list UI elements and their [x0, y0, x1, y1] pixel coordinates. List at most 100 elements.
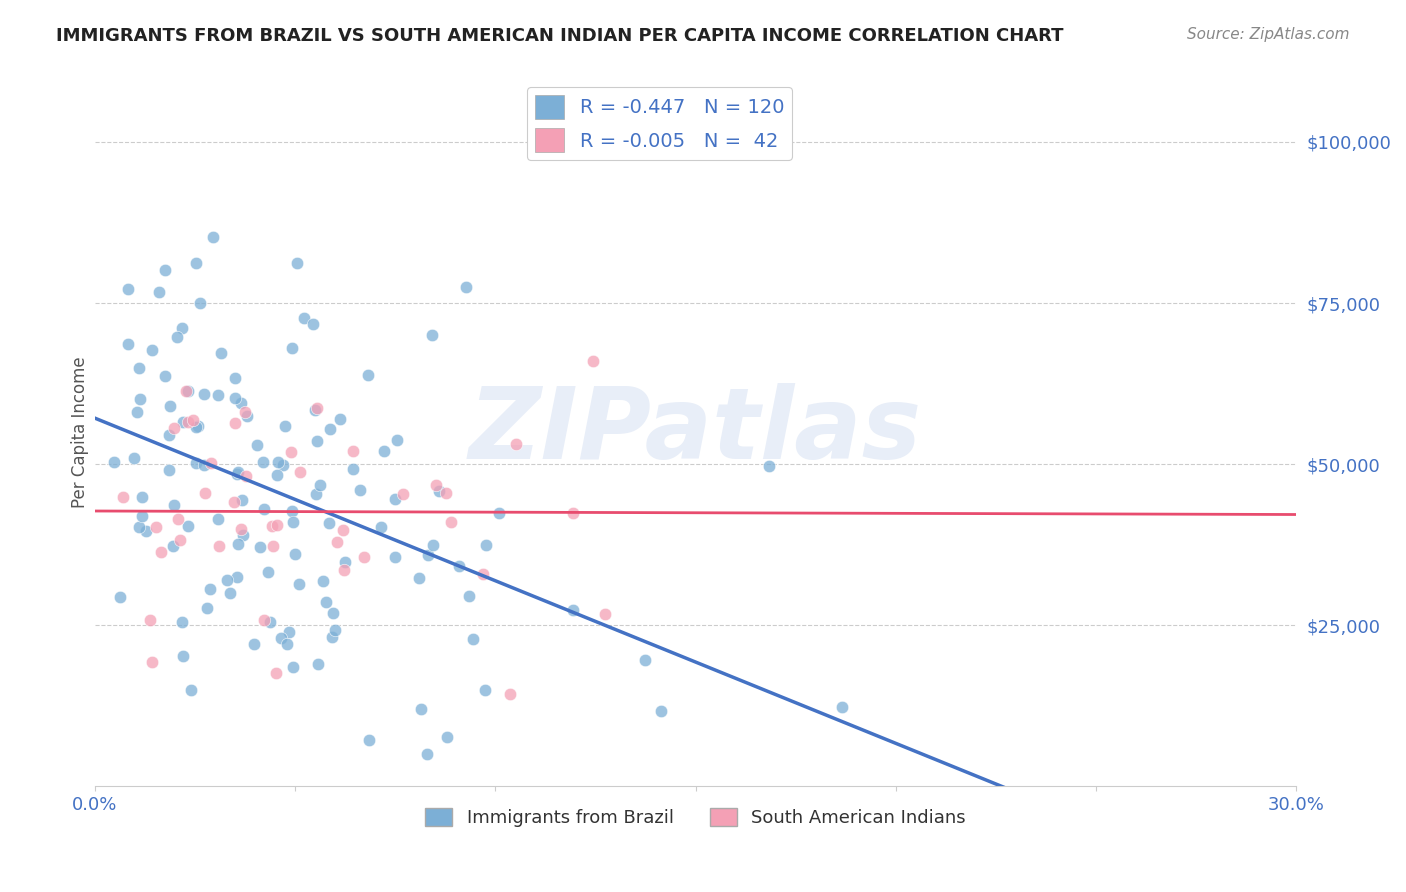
Point: [276, 637, 298, 651]
Point: [186, 420, 208, 434]
Point: [246, 438, 269, 452]
Point: [112, 490, 135, 504]
Point: [200, 456, 222, 470]
Point: [408, 571, 430, 585]
Point: [224, 391, 246, 405]
Point: [122, 450, 145, 465]
Point: [758, 459, 780, 474]
Point: [207, 512, 229, 526]
Point: [315, 595, 337, 609]
Point: [264, 665, 287, 680]
Point: [333, 555, 356, 569]
Point: [307, 434, 329, 449]
Point: [301, 317, 323, 331]
Point: [148, 285, 170, 299]
Point: [422, 328, 444, 343]
Point: [271, 458, 294, 472]
Point: [304, 402, 326, 417]
Point: [634, 653, 657, 667]
Point: [243, 637, 266, 651]
Point: [373, 443, 395, 458]
Point: [236, 409, 259, 423]
Point: [499, 687, 522, 701]
Point: [280, 445, 302, 459]
Point: [128, 361, 150, 376]
Point: [163, 499, 186, 513]
Point: [209, 346, 232, 360]
Point: [593, 607, 616, 621]
Point: [174, 384, 197, 398]
Point: [232, 528, 254, 542]
Point: [326, 535, 349, 549]
Point: [488, 506, 510, 520]
Point: [226, 467, 249, 482]
Point: [262, 519, 284, 533]
Point: [224, 371, 246, 385]
Point: [222, 495, 245, 509]
Point: [267, 455, 290, 469]
Point: [157, 428, 180, 442]
Point: [176, 415, 198, 429]
Point: [561, 506, 583, 520]
Point: [193, 387, 215, 401]
Point: [195, 600, 218, 615]
Point: [284, 547, 307, 561]
Point: [474, 682, 496, 697]
Point: [177, 384, 200, 398]
Point: [321, 630, 343, 644]
Point: [157, 463, 180, 477]
Point: [172, 321, 194, 335]
Point: [235, 404, 257, 418]
Point: [281, 503, 304, 517]
Point: [319, 422, 342, 436]
Point: [153, 369, 176, 384]
Point: [194, 486, 217, 500]
Point: [277, 624, 299, 639]
Point: [447, 559, 470, 574]
Point: [129, 392, 152, 407]
Point: [436, 731, 458, 745]
Point: [259, 615, 281, 630]
Point: [172, 615, 194, 630]
Point: [418, 548, 440, 562]
Point: [288, 466, 311, 480]
Point: [193, 458, 215, 473]
Point: [292, 310, 315, 325]
Point: [201, 229, 224, 244]
Point: [505, 437, 527, 451]
Point: [325, 624, 347, 638]
Point: [187, 419, 209, 434]
Point: [131, 491, 153, 505]
Point: [177, 518, 200, 533]
Text: IMMIGRANTS FROM BRAZIL VS SOUTH AMERICAN INDIAN PER CAPITA INCOME CORRELATION CH: IMMIGRANTS FROM BRAZIL VS SOUTH AMERICAN…: [56, 27, 1064, 45]
Point: [128, 520, 150, 534]
Point: [224, 417, 246, 431]
Point: [183, 413, 205, 427]
Point: [125, 405, 148, 419]
Point: [384, 491, 406, 506]
Point: [266, 467, 288, 482]
Point: [166, 330, 188, 344]
Point: [357, 368, 380, 383]
Point: [562, 603, 585, 617]
Point: [342, 461, 364, 475]
Point: [231, 522, 253, 536]
Point: [153, 263, 176, 277]
Point: [318, 516, 340, 530]
Point: [131, 509, 153, 524]
Point: [167, 512, 190, 526]
Point: [180, 682, 202, 697]
Point: [117, 282, 139, 296]
Point: [416, 747, 439, 762]
Point: [149, 545, 172, 559]
Point: [384, 549, 406, 564]
Point: [103, 455, 125, 469]
Point: [370, 519, 392, 533]
Point: [274, 419, 297, 434]
Point: [650, 705, 672, 719]
Point: [145, 520, 167, 534]
Point: [207, 388, 229, 402]
Point: [436, 486, 458, 500]
Point: [353, 549, 375, 564]
Point: [349, 483, 371, 497]
